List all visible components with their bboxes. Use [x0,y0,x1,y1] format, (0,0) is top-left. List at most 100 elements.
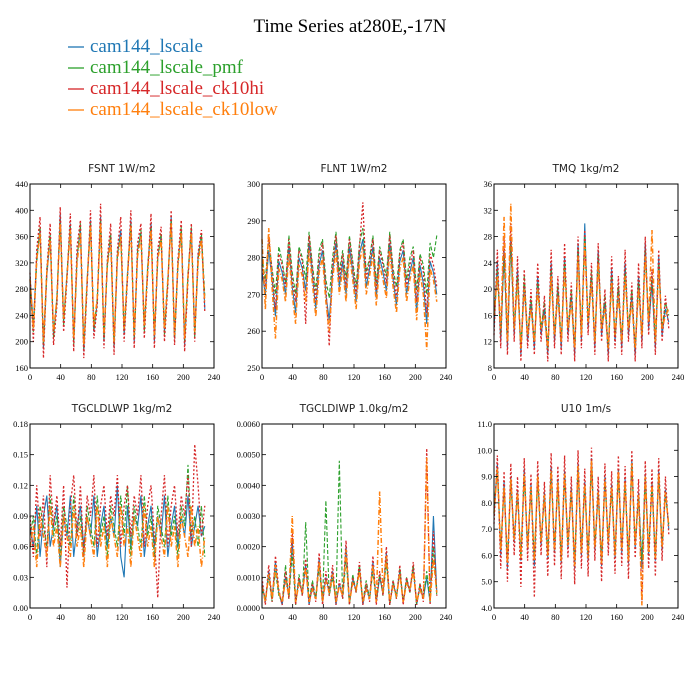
y-tick-label: 440 [15,179,28,189]
x-tick-label: 120 [580,372,593,382]
y-tick-label: 0.06 [13,542,28,552]
x-tick-label: 0 [28,372,32,382]
chart-panel: FSNT 1W/m2 0 40 80 120 160 200 240 160 200 240 280 3… [15,163,220,382]
x-tick-label: 80 [551,612,560,622]
x-tick-label: 240 [672,612,685,622]
y-tick-label: 0.0060 [237,419,260,429]
series-line [493,203,670,349]
legend-label: cam144_lscale_pmf [90,57,244,78]
x-tick-label: 40 [520,612,529,622]
y-tick-label: 200 [15,337,28,347]
x-tick-label: 40 [288,372,297,382]
panel-title: TGCLDLWP 1kg/m2 [71,403,173,415]
legend: cam144_lscalecam144_lscale_pmfcam144_lsc… [68,36,278,120]
y-tick-label: 0.15 [13,450,28,460]
x-tick-label: 80 [551,372,560,382]
y-tick-label: 12 [484,337,493,347]
x-tick-label: 0 [28,612,32,622]
y-tick-label: 290 [247,216,260,226]
chart-panel: FLNT 1W/m2 0 40 80 120 160 200 240 250 260 270 280 2… [247,163,452,382]
y-tick-label: 270 [247,289,260,299]
x-tick-label: 0 [260,372,264,382]
panel-title: U10 1m/s [561,403,611,415]
x-tick-label: 160 [378,372,391,382]
series-line [29,223,206,346]
chart-panels: FSNT 1W/m20 40 80 120 160 200 2401602002402803… [13,163,684,622]
panel-title: TGCLDIWP 1.0kg/m2 [299,403,409,415]
x-tick-label: 240 [208,372,221,382]
chart-panel: TGCLDIWP 1.0kg/m2 0 40 80 120 160 200 240 0.0000… [237,403,453,622]
y-tick-label: 11.0 [477,419,492,429]
x-tick-label: 240 [208,612,221,622]
x-tick-label: 40 [56,372,65,382]
y-tick-label: 0.09 [13,511,28,521]
panel-title: FLNT 1W/m2 [320,163,387,175]
x-tick-label: 40 [520,372,529,382]
x-tick-label: 120 [580,612,593,622]
y-tick-label: 300 [247,179,260,189]
series-line [261,228,438,350]
y-tick-label: 0.0000 [237,603,260,613]
y-tick-label: 160 [15,363,28,373]
x-tick-label: 80 [319,372,328,382]
x-tick-label: 200 [641,372,654,382]
series-line [29,444,206,598]
chart-panel: U10 1m/s 0 40 80 120 160 200 240 4.0 5.0 6.0 7.0 8.0… [477,403,684,622]
y-tick-label: 400 [15,205,28,215]
x-tick-label: 80 [87,612,96,622]
y-tick-label: 4.0 [481,603,492,613]
y-tick-label: 24 [484,258,493,268]
y-tick-label: 36 [484,179,493,189]
x-tick-label: 200 [177,612,190,622]
legend-item: cam144_lscale [68,36,203,57]
series-line [29,220,206,349]
y-tick-label: 7.0 [481,524,492,534]
x-tick-label: 240 [440,612,453,622]
y-tick-label: 240 [15,310,28,320]
y-tick-label: 0.0040 [237,480,260,490]
chart-panel: TGCLDLWP 1kg/m2 0 40 80 120 160 200 240 0.00 0.03… [13,403,220,622]
x-tick-label: 200 [641,612,654,622]
series-line [261,448,438,606]
y-tick-label: 280 [247,253,260,263]
x-tick-label: 120 [348,372,361,382]
y-tick-label: 250 [247,363,260,373]
x-tick-label: 80 [319,612,328,622]
y-tick-label: 260 [247,326,260,336]
y-tick-label: 320 [15,258,28,268]
series-line [261,202,438,346]
panel-title: FSNT 1W/m2 [88,163,156,175]
chart-panel: TMQ 1kg/m2 0 40 80 120 160 200 240 8 12 16 20 24 28 32… [484,163,685,382]
series-line [29,505,206,568]
y-tick-label: 20 [484,284,493,294]
y-tick-label: 28 [484,232,493,242]
y-tick-label: 0.18 [13,419,28,429]
y-tick-label: 16 [484,310,493,320]
legend-label: cam144_lscale_ck10hi [90,78,264,99]
x-tick-label: 40 [288,612,297,622]
legend-label: cam144_lscale [90,36,203,57]
x-tick-label: 0 [492,612,496,622]
series-line [29,203,206,359]
x-tick-label: 0 [260,612,264,622]
y-tick-label: 10.0 [477,445,492,455]
y-tick-label: 280 [15,284,28,294]
y-tick-label: 9.0 [481,472,492,482]
x-tick-label: 200 [409,612,422,622]
y-tick-label: 5.0 [481,577,492,587]
x-tick-label: 200 [177,372,190,382]
legend-item: cam144_lscale_ck10hi [68,78,264,99]
x-tick-label: 240 [672,372,685,382]
panel-title: TMQ 1kg/m2 [552,163,620,175]
series-line [493,447,670,603]
y-tick-label: 0.03 [13,572,28,582]
legend-item: cam144_lscale_pmf [68,57,244,78]
x-tick-label: 120 [116,612,129,622]
y-tick-label: 6.0 [481,550,492,560]
series-line [261,457,438,605]
y-tick-label: 360 [15,232,28,242]
y-tick-label: 0.12 [13,480,28,490]
x-tick-label: 160 [610,372,623,382]
legend-item: cam144_lscale_ck10low [68,99,278,120]
